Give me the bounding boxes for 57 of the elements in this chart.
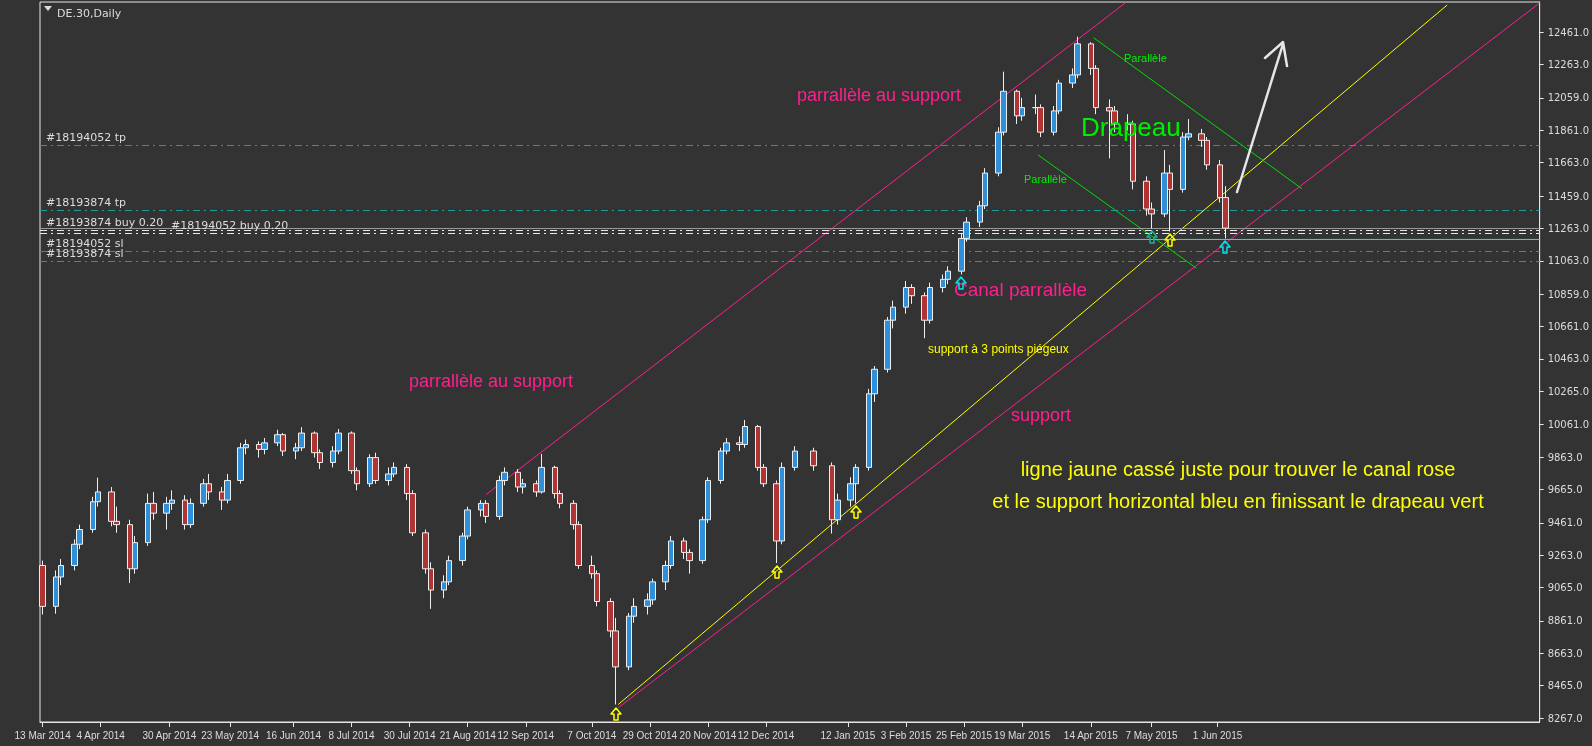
x-tick-label: 30 Jul 2014 [383,729,436,741]
y-tick-label: 10859.0 [1547,288,1590,300]
y-tick-label: 8663.0 [1547,647,1583,659]
candlestick [810,447,817,472]
y-tick-label: 9665.0 [1547,483,1583,495]
y-tick-label: 8465.0 [1547,680,1583,692]
y-tick-label: 10061.0 [1547,419,1590,431]
y-tick-label: 10265.0 [1547,385,1590,397]
x-tick-label: 16 Jun 2014 [265,729,322,741]
ref-line-label: #18193874 tp [46,196,127,210]
x-tick-label: 12 Dec 2014 [737,729,795,741]
x-tick-label: 4 Apr 2014 [76,729,126,741]
ref-line-label: #18194052 tp [46,130,127,144]
y-tick-label: 9263.0 [1547,549,1583,561]
x-tick-label: 25 Feb 2015 [935,729,993,741]
y-tick-label: 11861.0 [1547,124,1590,136]
annotation: support [1011,405,1072,426]
y-tick-label: 12059.0 [1547,92,1590,104]
annotation: ligne jaune cassé juste pour trouver le canal rose [1020,458,1456,480]
annotation: Parallèle [1124,52,1167,65]
annotation: parrallèle au support [409,371,574,392]
x-tick-label: 13 Mar 2014 [14,729,72,741]
x-tick-label: 30 Apr 2014 [142,729,197,741]
y-tick-label: 11063.0 [1547,255,1590,267]
annotation: parrallèle au support [797,85,962,106]
x-tick-label: 12 Jan 2015 [820,729,876,741]
annotation: et le support horizontal bleu en finissant le drapeau vert [992,490,1484,512]
x-tick-label: 1 Jun 2015 [1192,729,1243,741]
y-tick-label: 12263.0 [1547,59,1590,71]
x-tick-label: 12 Sep 2014 [497,729,555,741]
annotation: Canal parrallèle [954,279,1088,301]
y-tick-label: 9065.0 [1547,582,1583,594]
x-tick-label: 19 Mar 2015 [994,729,1051,741]
y-tick-label: 12461.0 [1547,26,1590,38]
text: DE.30,Daily [57,7,122,20]
candlestick [792,445,798,472]
x-tick-label: 29 Oct 2014 [622,729,678,741]
y-tick-label: 8861.0 [1547,615,1583,627]
y-tick-label: 9461.0 [1547,517,1583,529]
y-tick-label: 8267.0 [1547,712,1583,724]
x-tick-label: 3 Feb 2015 [880,729,932,741]
ref-line-label: #18193874 buy 0.20 [46,216,164,230]
x-tick-label: 23 May 2014 [201,729,260,741]
annotation: Parallèle [1024,173,1067,186]
ref-line-label: #18193874 sl [46,247,124,261]
x-tick-label: 7 Oct 2014 [567,729,617,741]
y-tick-label: 10463.0 [1547,353,1590,365]
x-tick-label: 14 Apr 2015 [1063,729,1119,741]
x-tick-label: 8 Jul 2014 [328,729,376,741]
y-tick-label: 10661.0 [1547,321,1590,333]
y-tick-label: 11263.0 [1547,222,1590,234]
y-tick-label: 9863.0 [1547,451,1583,463]
x-tick-label: 21 Aug 2014 [439,729,497,741]
x-tick-label: 7 May 2015 [1125,729,1179,741]
y-tick-label: 11663.0 [1547,157,1590,169]
y-tick-label: 11459.0 [1547,190,1590,202]
x-tick-label: 20 Nov 2014 [679,729,737,741]
